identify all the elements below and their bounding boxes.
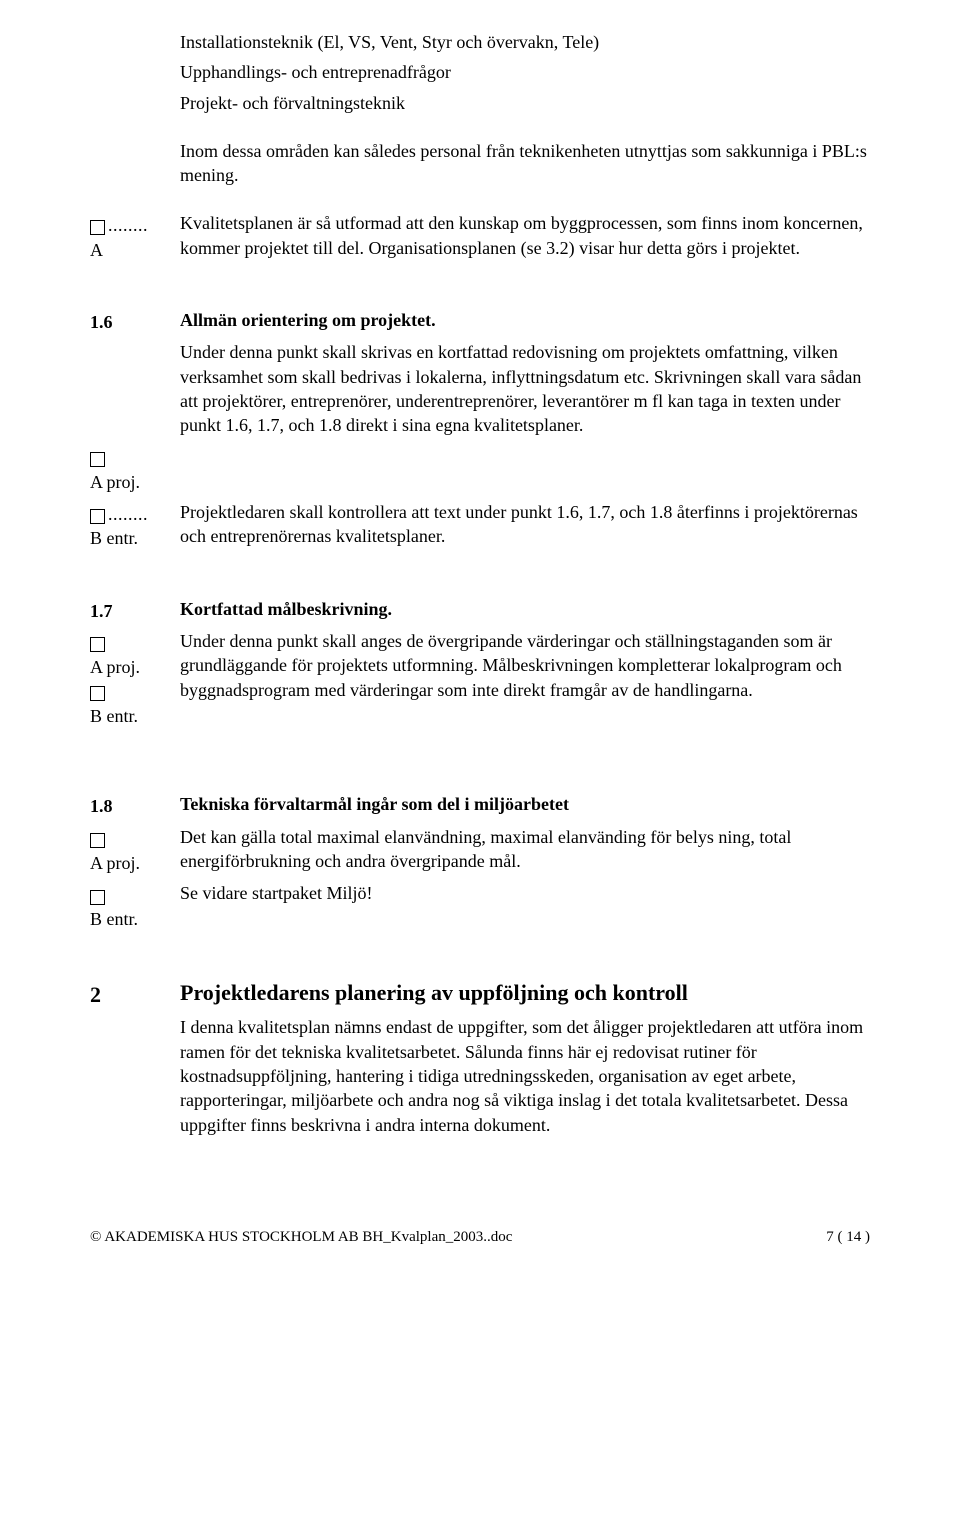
margin-label: A proj. xyxy=(90,472,140,492)
intro-para-1: Inom dessa områden kan således personal … xyxy=(90,139,870,188)
checkbox-icon[interactable] xyxy=(90,452,105,467)
checkbox-icon[interactable] xyxy=(90,509,105,524)
section-1-8-note: B entr. Se vidare startpaket Miljö! xyxy=(90,881,870,932)
checkbox-icon[interactable] xyxy=(90,637,105,652)
text: Kvalitetsplanen är så utformad att den k… xyxy=(180,213,863,257)
page-footer: © AKADEMISKA HUS STOCKHOLM AB BH_Kvalpla… xyxy=(90,1227,870,1247)
section-number: 1.7 xyxy=(90,601,113,621)
margin-marker-a: A xyxy=(90,211,180,262)
checkbox-icon[interactable] xyxy=(90,833,105,848)
text: Projekt- och förvaltningsteknik xyxy=(180,93,405,113)
text: Installationsteknik (El, VS, Vent, Styr … xyxy=(180,32,599,52)
section-2-body: I denna kvalitetsplan nämns endast de up… xyxy=(90,1015,870,1136)
dots xyxy=(108,504,148,524)
intro-para-2: A Kvalitetsplanen är så utformad att den… xyxy=(90,211,870,262)
text: Under denna punkt skall anges de övergri… xyxy=(180,631,842,700)
intro-line-3: Projekt- och förvaltningsteknik xyxy=(90,91,870,115)
section-1-8-heading: 1.8 Tekniska förvaltarmål ingår som del … xyxy=(90,792,870,818)
text: I denna kvalitetsplan nämns endast de up… xyxy=(180,1017,863,1134)
margin-label: A xyxy=(90,240,103,260)
section-number: 1.6 xyxy=(90,312,113,332)
text: Se vidare startpaket Miljö! xyxy=(180,883,372,903)
section-1-8-body: A proj. Det kan gälla total maximal elan… xyxy=(90,825,870,876)
checkbox-icon[interactable] xyxy=(90,686,105,701)
footer-left: © AKADEMISKA HUS STOCKHOLM AB BH_Kvalpla… xyxy=(90,1227,512,1247)
section-1-6-margin-a: A proj. xyxy=(90,444,870,495)
section-number: 2 xyxy=(90,982,101,1007)
dots xyxy=(108,215,148,235)
margin-label: B entr. xyxy=(90,528,138,548)
margin-label: B entr. xyxy=(90,706,138,726)
text: Det kan gälla total maximal elanvändning… xyxy=(180,827,791,871)
margin-label: A proj. xyxy=(90,853,140,873)
section-1-7-heading: 1.7 Kortfattad målbeskrivning. xyxy=(90,597,870,623)
section-2-heading: 2 Projektledarens planering av uppföljni… xyxy=(90,978,870,1010)
section-title: Projektledarens planering av uppföljning… xyxy=(180,980,688,1005)
section-1-6-body: Under denna punkt skall skrivas en kortf… xyxy=(90,340,870,437)
section-1-6-note: B entr. Projektledaren skall kontrollera… xyxy=(90,500,870,551)
section-number: 1.8 xyxy=(90,796,113,816)
intro-line-2: Upphandlings- och entreprenadfrågor xyxy=(90,60,870,84)
section-1-7-body: A proj. B entr. Under denna punkt skall … xyxy=(90,629,870,728)
checkbox-icon[interactable] xyxy=(90,890,105,905)
footer-page-number: 7 ( 14 ) xyxy=(826,1227,870,1247)
section-title: Allmän orientering om projektet. xyxy=(180,310,436,330)
text: Inom dessa områden kan således personal … xyxy=(180,141,867,185)
checkbox-icon[interactable] xyxy=(90,220,105,235)
section-1-6-heading: 1.6 Allmän orientering om projektet. xyxy=(90,308,870,334)
section-title: Tekniska förvaltarmål ingår som del i mi… xyxy=(180,794,569,814)
section-title: Kortfattad målbeskrivning. xyxy=(180,599,392,619)
text: Under denna punkt skall skrivas en kortf… xyxy=(180,342,861,435)
intro-line-1: Installationsteknik (El, VS, Vent, Styr … xyxy=(90,30,870,54)
text: Projektledaren skall kontrollera att tex… xyxy=(180,502,858,546)
text: Upphandlings- och entreprenadfrågor xyxy=(180,62,451,82)
margin-label: B entr. xyxy=(90,909,138,929)
margin-label: A proj. xyxy=(90,657,140,677)
